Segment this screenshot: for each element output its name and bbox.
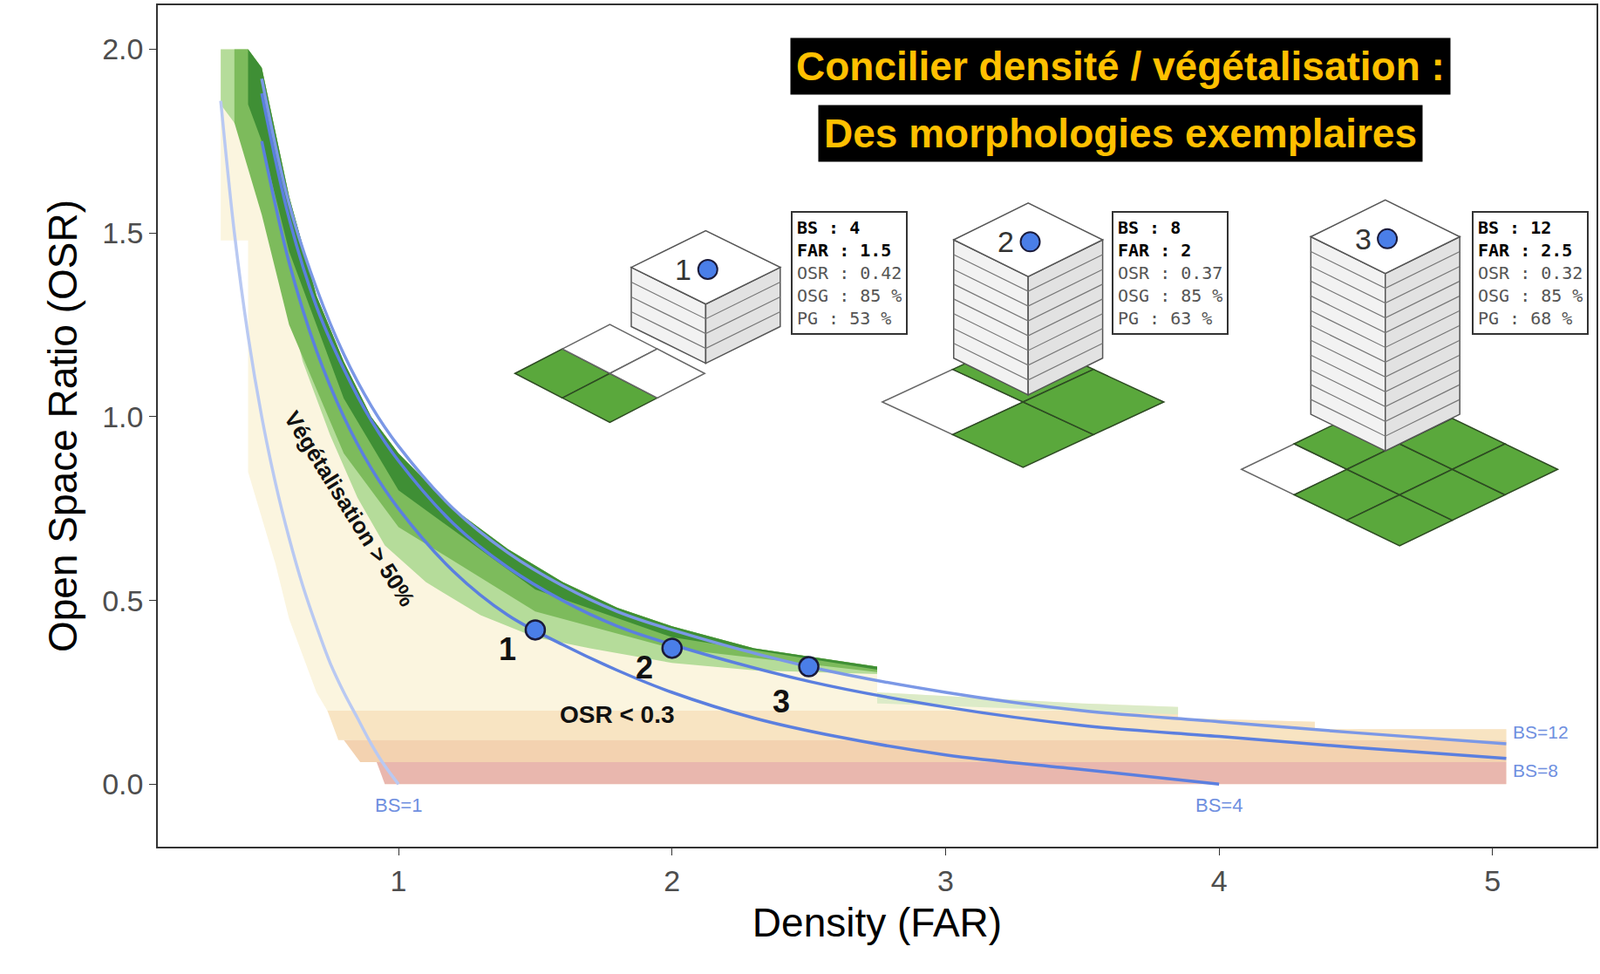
- svg-text:BS=8: BS=8: [1512, 760, 1559, 781]
- svg-text:Density (FAR): Density (FAR): [752, 899, 1002, 946]
- svg-text:3: 3: [937, 864, 954, 898]
- svg-text:1: 1: [674, 252, 692, 286]
- svg-text:2.0: 2.0: [102, 32, 143, 66]
- svg-text:BS : 4FAR : 1.5OSR : 0.42OSG :: BS : 4FAR : 1.5OSR : 0.42OSG : 85 %PG : …: [796, 217, 902, 329]
- svg-text:BS=12: BS=12: [1512, 721, 1569, 743]
- svg-text:Végétalisation > 50%: Végétalisation > 50%: [279, 406, 421, 612]
- svg-text:3: 3: [772, 683, 790, 720]
- svg-text:Des morphologies exemplaires: Des morphologies exemplaires: [823, 110, 1417, 157]
- svg-text:Open Space Ratio (OSR): Open Space Ratio (OSR): [40, 199, 86, 653]
- svg-text:BS : 8FAR : 2OSR : 0.37OSG : 8: BS : 8FAR : 2OSR : 0.37OSG : 85 %PG : 63…: [1117, 217, 1223, 329]
- svg-text:4: 4: [1211, 864, 1228, 898]
- svg-text:0.5: 0.5: [102, 584, 143, 618]
- svg-text:0.0: 0.0: [102, 767, 143, 801]
- svg-text:1.0: 1.0: [102, 400, 143, 434]
- svg-text:2: 2: [997, 224, 1015, 259]
- svg-text:1.5: 1.5: [102, 216, 143, 250]
- svg-text:BS : 12FAR : 2.5OSR : 0.32OSG: BS : 12FAR : 2.5OSR : 0.32OSG : 85 %PG :…: [1477, 217, 1583, 329]
- svg-text:Concilier densité / végétalisa: Concilier densité / végétalisation :: [796, 43, 1445, 89]
- svg-text:5: 5: [1484, 864, 1501, 898]
- svg-text:1: 1: [390, 864, 408, 898]
- svg-text:BS=1: BS=1: [374, 794, 423, 817]
- svg-text:OSR < 0.3: OSR < 0.3: [559, 701, 675, 729]
- svg-text:3: 3: [1354, 222, 1372, 256]
- svg-text:2: 2: [635, 649, 654, 686]
- svg-text:1: 1: [498, 631, 517, 668]
- svg-text:BS=4: BS=4: [1195, 794, 1243, 817]
- svg-text:2: 2: [663, 864, 681, 898]
